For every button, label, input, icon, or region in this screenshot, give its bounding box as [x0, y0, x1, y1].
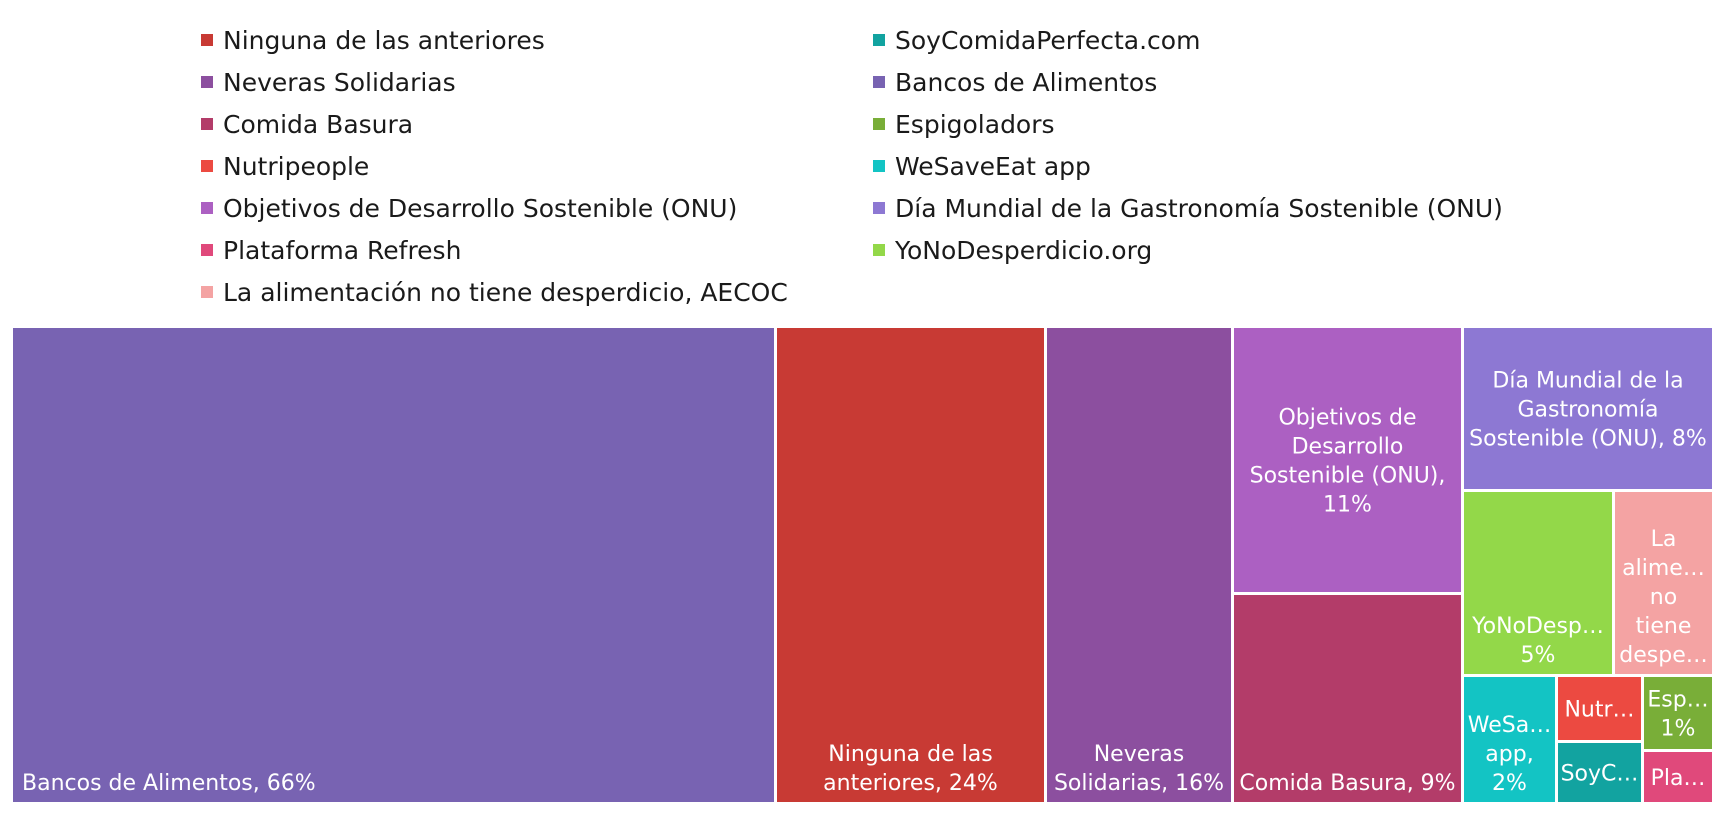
legend-swatch [873, 202, 885, 214]
tile-label-la-alimentacion-no-tiene-desperdicio-aecoc: La alime… no tiene despe… [1619, 527, 1707, 668]
legend-item-nutripeople: Nutripeople [201, 151, 369, 181]
tile-label-line: Comida Basura, 9% [1239, 771, 1455, 796]
tile-label-line: Sostenible (ONU), 8% [1469, 427, 1707, 452]
tile-neveras-solidarias [1047, 328, 1231, 802]
tile-label-plataforma-refresh: Pla… [1651, 766, 1706, 791]
legend-item-wesaveeat-app: WeSaveEat app [873, 151, 1091, 181]
legend-item-comida-basura: Comida Basura [201, 109, 413, 139]
legend-swatch [873, 76, 885, 88]
legend-label: Comida Basura [223, 109, 414, 139]
tile-soycomidaperfecta-com [1558, 743, 1641, 802]
legend-item-soycomidaperfecta-com: SoyComidaPerfecta.com [873, 25, 1200, 55]
tile-label-line: no [1650, 585, 1677, 610]
tile-label-line: SoyC… [1561, 762, 1639, 787]
tile-label-line: anteriores, 24% [823, 771, 998, 796]
tile-label-line: tiene [1636, 614, 1692, 639]
legend-swatch [201, 118, 213, 130]
tile-label-neveras-solidarias: Neveras Solidarias, 16% [1054, 742, 1224, 796]
tile-label-line: Solidarias, 16% [1054, 771, 1224, 796]
tile-label-line: Objetivos de [1278, 406, 1416, 431]
legend-swatch [201, 34, 213, 46]
tile-label-espigoladors: Esp… 1% [1647, 688, 1708, 742]
legend-item-dia-mundial-de-la-gastronomia-sostenible-onu: Día Mundial de la Gastronomía Sostenible… [873, 193, 1503, 223]
tile-label-bancos-de-alimentos: Bancos de Alimentos, 66% [22, 771, 316, 796]
tile-label-line: 2% [1492, 771, 1527, 796]
tile-label-line: Neveras [1094, 742, 1185, 767]
legend-label: WeSaveEat app [895, 151, 1091, 181]
tile-label-line: Día Mundial de la [1492, 369, 1683, 394]
tile-label-line: 5% [1521, 643, 1556, 668]
legend-swatch [873, 34, 885, 46]
legend-label: Nutripeople [223, 151, 370, 181]
legend-item-ninguna-de-las-anteriores: Ninguna de las anteriores [201, 25, 545, 55]
tile-label-line: Gastronomía [1517, 398, 1658, 423]
tile-la-alimentacion-no-tiene-desperdicio-aecoc [1615, 492, 1712, 674]
legend-swatch [201, 202, 213, 214]
tile-label-line: Bancos de Alimentos, 66% [22, 771, 316, 796]
tile-label-ninguna-de-las-anteriores: Ninguna de las anteriores, 24% [823, 742, 998, 796]
legend-label: Espigoladors [895, 109, 1055, 139]
legend-swatch [201, 286, 213, 298]
legend-item-neveras-solidarias: Neveras Solidarias [201, 67, 456, 97]
tile-label-line: La [1651, 527, 1677, 552]
tile-label-line: Sostenible (ONU), [1250, 464, 1446, 489]
tile-dia-mundial-de-la-gastronomia-sostenible-onu [1464, 328, 1712, 489]
legend-swatch [873, 244, 885, 256]
legend-label: Día Mundial de la Gastronomía Sostenible… [895, 193, 1503, 223]
legend-swatch [873, 118, 885, 130]
tile-objetivos-de-desarrollo-sostenible-onu [1234, 328, 1461, 592]
chart-legend: Ninguna de las anteriores Neveras Solidar… [0, 0, 1726, 320]
legend-label: Objetivos de Desarrollo Sostenible (ONU) [223, 193, 738, 223]
tile-label-comida-basura: Comida Basura, 9% [1239, 771, 1455, 796]
legend-swatch [873, 160, 885, 172]
legend-item-bancos-de-alimentos: Bancos de Alimentos [873, 67, 1157, 97]
tile-label-line: app, [1485, 742, 1533, 767]
tile-label-soycomidaperfecta-com: SoyC… [1561, 762, 1639, 787]
tile-label-line: YoNoDesp… [1471, 614, 1604, 639]
tile-bancos-de-alimentos [13, 328, 774, 802]
tile-yonodesperdicio-org [1464, 492, 1612, 674]
tile-label-line: Pla… [1651, 766, 1706, 791]
legend-item-objetivos-de-desarrollo-sostenible-onu: Objetivos de Desarrollo Sostenible (ONU) [201, 193, 737, 223]
legend-label: YoNoDesperdicio.org [895, 235, 1153, 265]
tile-wesaveeat-app [1464, 677, 1555, 802]
tile-label-line: 11% [1323, 493, 1372, 518]
tile-label-nutripeople: Nutr… [1564, 698, 1634, 723]
legend-item-la-alimentacion-no-tiene-desperdicio-aecoc: La alimentación no tiene desperdicio, AE… [201, 277, 788, 307]
legend-label: SoyComidaPerfecta.com [895, 25, 1201, 55]
legend-swatch [201, 160, 213, 172]
legend-item-yonodesperdicio-org: YoNoDesperdicio.org [873, 235, 1152, 265]
tile-label-line: alime… [1622, 556, 1705, 581]
tile-label-line: WeSa… [1468, 713, 1551, 738]
tile-label-objetivos-de-desarrollo-sostenible-onu: Objetivos de Desarrollo Sostenible (ONU), 1… [1250, 406, 1446, 518]
tile-label-wesaveeat-app: WeSa… app, 2% [1468, 713, 1551, 796]
tile-plataforma-refresh [1644, 752, 1712, 802]
tile-espigoladors [1644, 677, 1712, 749]
legend-swatch [201, 76, 213, 88]
legend-item-espigoladors: Espigoladors [873, 109, 1055, 139]
legend-item-plataforma-refresh: Plataforma Refresh [201, 235, 461, 265]
tile-label-line: Desarrollo [1292, 435, 1404, 460]
tile-label-line: Ninguna de las [828, 742, 992, 767]
legend-label: Neveras Solidarias [223, 67, 456, 97]
tile-label-yonodesperdicio-org: YoNoDesp… 5% [1471, 614, 1604, 668]
tile-label-line: Nutr… [1564, 698, 1634, 723]
legend-label: Ninguna de las anteriores [223, 25, 545, 55]
tile-label-line: despe… [1619, 643, 1707, 668]
tile-ninguna-de-las-anteriores [777, 328, 1044, 802]
tile-label-dia-mundial-de-la-gastronomia-sostenible-onu: Día Mundial de la Gastronomía Sostenible (… [1469, 369, 1707, 452]
legend-label: Bancos de Alimentos [895, 67, 1158, 97]
legend-label: La alimentación no tiene desperdicio, AE… [223, 277, 788, 307]
tile-nutripeople [1558, 677, 1641, 740]
tile-label-line: Esp… [1647, 688, 1708, 713]
tile-comida-basura [1234, 595, 1461, 802]
legend-swatch [201, 244, 213, 256]
tile-label-line: 1% [1661, 717, 1696, 742]
legend-label: Plataforma Refresh [223, 235, 462, 265]
